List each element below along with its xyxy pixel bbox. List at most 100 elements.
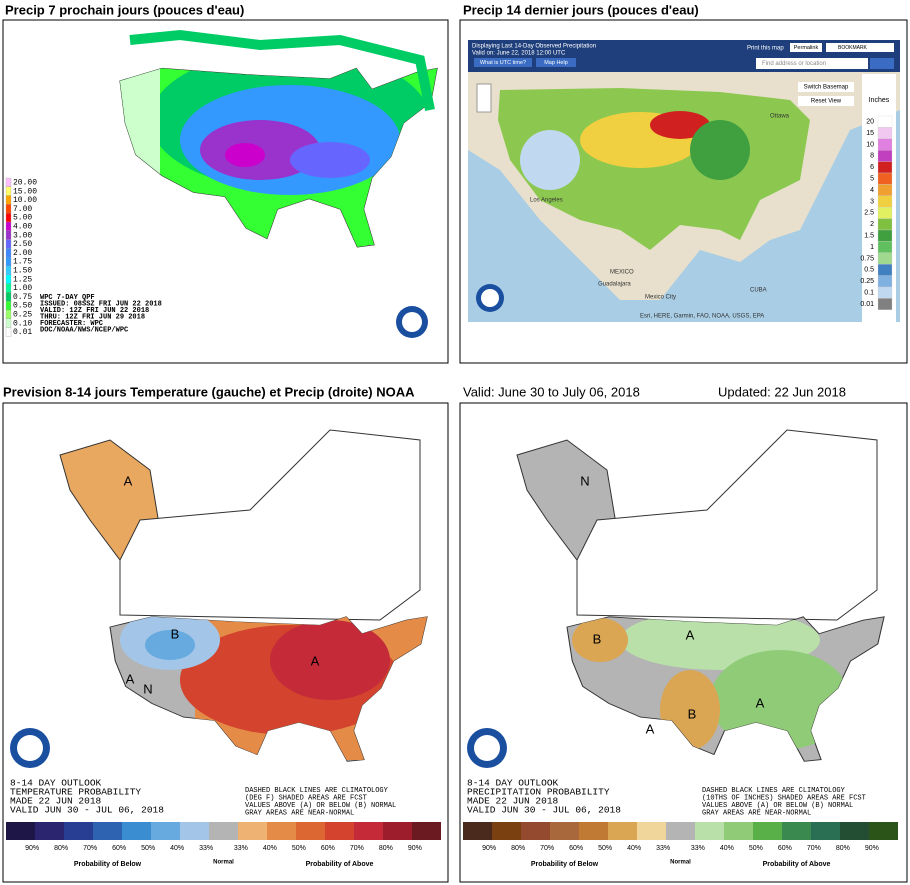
scale-swatch bbox=[267, 822, 296, 840]
legend-label: 1.75 bbox=[13, 258, 32, 267]
tool[interactable]: Permalink bbox=[794, 45, 819, 51]
scale-swatch bbox=[550, 822, 579, 840]
button-label[interactable]: Reset View bbox=[811, 99, 842, 105]
map-letter: A bbox=[646, 721, 655, 736]
legend-label: 2.50 bbox=[13, 240, 32, 249]
scale-label: 60% bbox=[112, 845, 126, 852]
zoom-control[interactable] bbox=[476, 83, 492, 113]
button-label[interactable]: Switch Basemap bbox=[804, 85, 849, 91]
button-label[interactable]: Map Help bbox=[544, 60, 568, 66]
scale-swatch bbox=[666, 822, 695, 840]
legend-label: 0.25 bbox=[860, 278, 874, 285]
tool[interactable]: BOOKMARK bbox=[838, 45, 868, 51]
normal-label: Normal bbox=[670, 860, 691, 866]
tool[interactable]: Print this map bbox=[747, 46, 784, 52]
search-box[interactable] bbox=[756, 58, 868, 69]
scale-label: 60% bbox=[778, 845, 792, 852]
outlook-line: VALID JUN 30 - JUL 06, 2018 bbox=[467, 805, 621, 816]
button[interactable] bbox=[474, 58, 532, 67]
scale-label: 33% bbox=[691, 845, 705, 852]
info-line: ISSUED: 08SSZ FRI JUN 22 2018 bbox=[40, 300, 162, 308]
noaa-logo-inner bbox=[17, 735, 43, 761]
scale-label: 80% bbox=[54, 845, 68, 852]
search-button[interactable] bbox=[870, 58, 894, 69]
scale-swatch bbox=[724, 822, 753, 840]
legend-label: 4.00 bbox=[13, 223, 32, 232]
above-caption: Probability of Above bbox=[763, 861, 831, 868]
outlook-line: MADE 22 JUN 2018 bbox=[467, 796, 559, 807]
scale-swatch bbox=[492, 822, 521, 840]
legend-label: 20 bbox=[866, 119, 874, 126]
legend-label: 0.01 bbox=[860, 301, 874, 308]
noaa-logo-inner bbox=[481, 289, 499, 307]
legend-label: 0.1 bbox=[864, 290, 874, 297]
legend-swatch bbox=[5, 204, 12, 214]
search-placeholder[interactable]: Find address or location bbox=[762, 61, 826, 67]
legend-swatch bbox=[5, 248, 12, 258]
legend-label: 0.01 bbox=[13, 328, 32, 337]
legend-unit: Inches bbox=[869, 97, 890, 104]
scale-label: 60% bbox=[321, 845, 335, 852]
place-label: Guadalajara bbox=[598, 282, 631, 288]
outlook-note: DASHED BLACK LINES ARE CLIMATOLOGY bbox=[702, 787, 846, 795]
scale-label: 70% bbox=[540, 845, 554, 852]
noaa-logo-inner bbox=[474, 735, 500, 761]
legend-swatch bbox=[5, 309, 12, 319]
updated-date: Updated: 22 Jun 2018 bbox=[718, 384, 846, 399]
scale-swatch bbox=[869, 822, 898, 840]
button[interactable] bbox=[798, 96, 854, 106]
legend-swatch bbox=[5, 221, 12, 231]
scale-swatch bbox=[122, 822, 151, 840]
scale-label: 60% bbox=[569, 845, 583, 852]
outlook-note: VALUES ABOVE (A) OR BELOW (B) NORMAL bbox=[245, 802, 396, 810]
legend-swatch bbox=[5, 283, 12, 293]
place-label: CUBA bbox=[750, 288, 767, 294]
scale-swatch bbox=[637, 822, 666, 840]
panel-title: Precip 7 prochain jours (pouces d'eau) bbox=[5, 2, 244, 17]
outlook-note: DASHED BLACK LINES ARE CLIMATOLOGY bbox=[245, 787, 389, 795]
scale-label: 80% bbox=[836, 845, 850, 852]
scale-swatch bbox=[151, 822, 180, 840]
legend-label: 8 bbox=[870, 153, 874, 160]
legend-swatch bbox=[877, 264, 893, 276]
scale-swatch bbox=[238, 822, 267, 840]
button[interactable] bbox=[790, 43, 822, 52]
scale-swatch bbox=[840, 822, 869, 840]
legend-swatch bbox=[5, 318, 12, 328]
legend-swatch bbox=[877, 252, 893, 265]
legend-swatch bbox=[5, 301, 12, 311]
legend-swatch bbox=[5, 177, 12, 187]
legend-label: 6 bbox=[870, 164, 874, 171]
scale-swatch bbox=[64, 822, 93, 840]
legend-label: 0.75 bbox=[860, 255, 874, 262]
legend-swatch bbox=[877, 275, 893, 288]
legend-swatch bbox=[877, 172, 893, 185]
button[interactable] bbox=[798, 82, 854, 92]
button-label[interactable]: What is UTC time? bbox=[480, 60, 526, 66]
legend-label: 0.10 bbox=[13, 319, 32, 328]
place-label: Los Angeles bbox=[530, 198, 563, 204]
precipitation-map bbox=[516, 429, 885, 762]
legend-label: 5 bbox=[870, 176, 874, 183]
button[interactable] bbox=[536, 58, 576, 67]
legend-swatch bbox=[5, 230, 12, 240]
legend-swatch bbox=[5, 257, 12, 267]
legend-label: 15 bbox=[866, 130, 874, 137]
scale-label: 33% bbox=[234, 845, 248, 852]
info-line: FORECASTER: WPC bbox=[40, 320, 103, 328]
legend-label: 4 bbox=[870, 187, 874, 194]
scale-swatch bbox=[811, 822, 840, 840]
scale-swatch bbox=[209, 822, 238, 840]
info-line: THRU: 12Z FRI JUN 29 2018 bbox=[40, 313, 145, 321]
legend-swatch bbox=[877, 298, 893, 310]
outlook-line: 8-14 DAY OUTLOOK bbox=[467, 778, 559, 789]
scale-swatch bbox=[296, 822, 325, 840]
normal-label: Normal bbox=[213, 860, 234, 866]
legend-label: 10 bbox=[866, 141, 874, 148]
scale-label: 90% bbox=[25, 845, 39, 852]
legend-swatch bbox=[877, 184, 893, 196]
legend-swatch bbox=[877, 218, 893, 231]
button[interactable] bbox=[826, 43, 894, 52]
scale-label: 70% bbox=[807, 845, 821, 852]
